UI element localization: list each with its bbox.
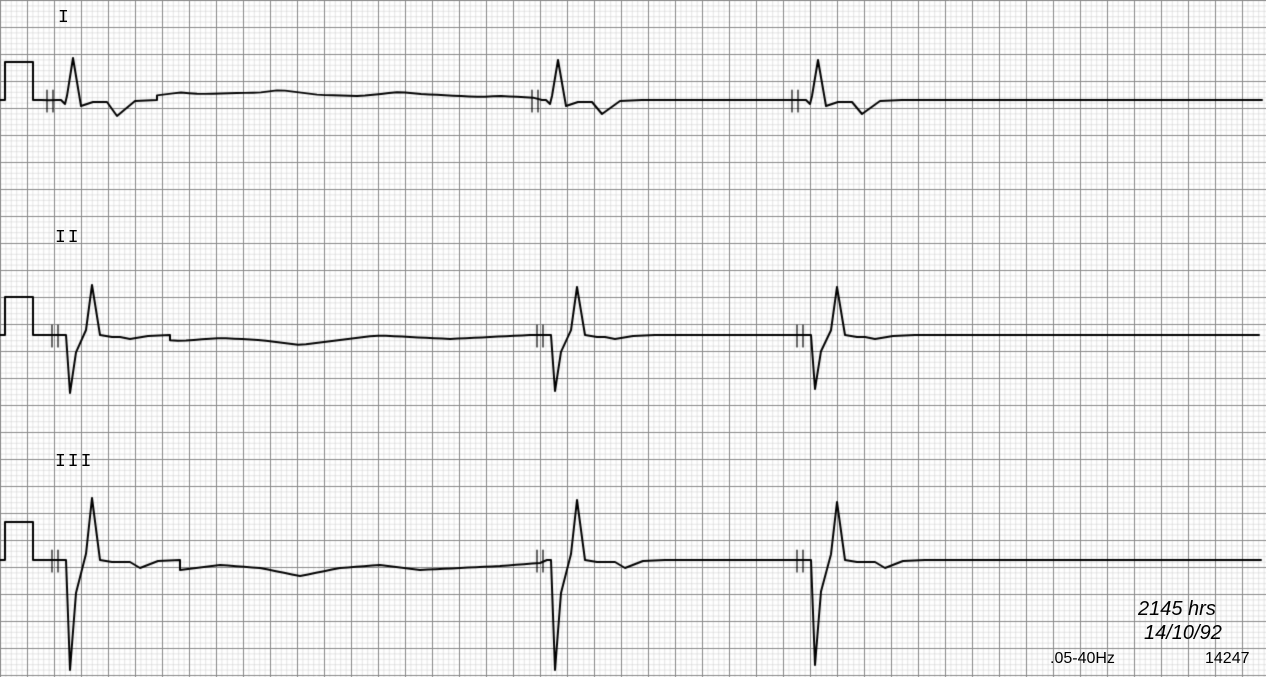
lead-label-i: I [58,8,71,28]
annotation-filter: .05-40Hz [1050,650,1115,668]
annotation-code: 14247 [1205,650,1250,668]
lead-label-ii: II [55,228,81,248]
annotation-date: 14/10/92 [1144,622,1222,645]
ecg-waveform-canvas [0,0,1266,677]
annotation-time: 2145 hrs [1138,598,1216,621]
lead-label-iii: III [55,452,93,472]
